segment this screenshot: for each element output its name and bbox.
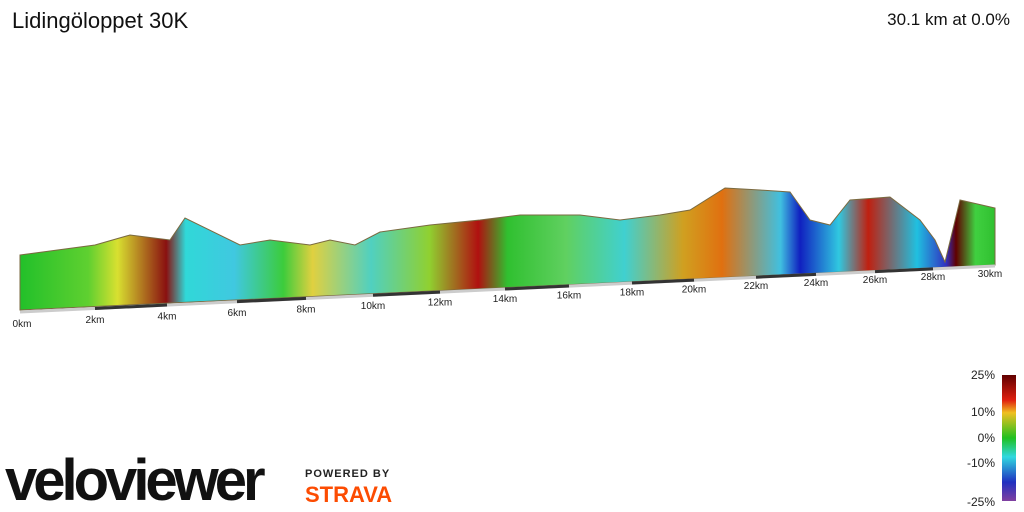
distance-label: 26km [863,275,887,286]
distance-label: 20km [682,284,706,295]
distance-label: 18km [620,287,644,298]
distance-label: 14km [493,294,517,305]
title: Lidingöloppet 30K [12,8,188,33]
legend-label: 10% [971,405,995,419]
legend-label: -25% [967,495,995,509]
distance-label: 24km [804,278,828,289]
strava: STRAVA [305,482,392,507]
distance-label: 10km [361,301,385,312]
distance-label: 12km [428,297,452,308]
legend-label: 0% [978,431,996,445]
axis-segments [94,267,934,310]
powered-by: POWERED BY [305,468,390,480]
logo: veloviewer [5,448,265,512]
distance-label: 6km [228,308,247,319]
distance-label: 28km [921,272,945,283]
gradient-legend [1002,375,1016,501]
distance-label: 4km [158,312,177,323]
distance-label: 30km [978,269,1002,280]
distance-label: 16km [557,291,581,302]
distance-label: 8km [297,304,316,315]
elevation-profile [19,187,996,311]
legend-label: -10% [967,456,995,470]
summary: 30.1 km at 0.0% [887,10,1010,29]
distance-label: 22km [744,281,768,292]
distance-label: 0km [13,319,32,330]
legend-label: 25% [971,368,995,382]
distance-label: 2km [86,315,105,326]
